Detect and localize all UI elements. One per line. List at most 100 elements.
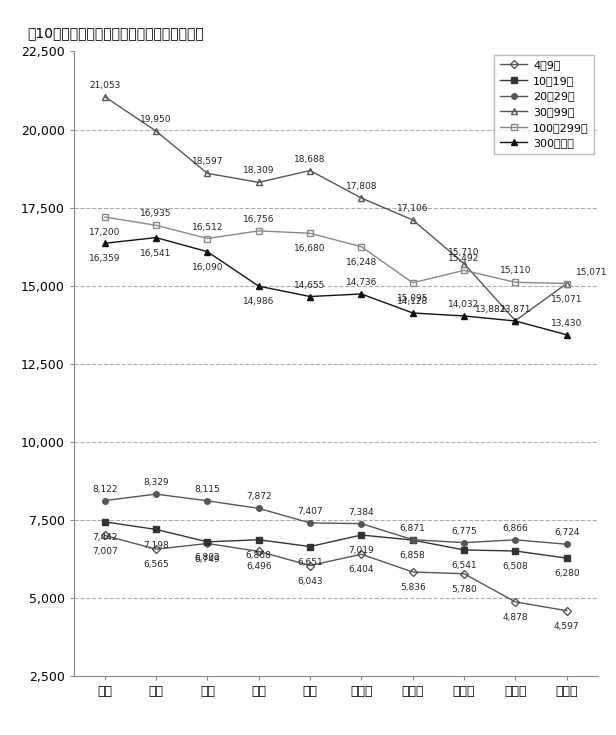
300人以上 xyxy=(204,247,211,256)
Text: 7,007: 7,007 xyxy=(92,547,118,556)
10～19人 xyxy=(306,542,314,551)
Text: 15,071: 15,071 xyxy=(576,268,607,276)
100～299人 xyxy=(255,226,262,235)
4～9人 xyxy=(563,606,570,615)
10～19人 xyxy=(563,553,570,562)
Text: 14,986: 14,986 xyxy=(243,297,274,306)
Text: 5,836: 5,836 xyxy=(400,583,426,592)
20～29人 xyxy=(563,539,570,548)
30～99人 xyxy=(563,279,570,288)
Line: 30～99人: 30～99人 xyxy=(101,93,570,324)
4～9人 xyxy=(101,531,108,539)
Text: 8,122: 8,122 xyxy=(92,484,118,494)
4～9人 xyxy=(409,567,416,576)
300人以上 xyxy=(358,290,365,298)
Text: 6,651: 6,651 xyxy=(297,558,323,567)
300人以上 xyxy=(306,292,314,301)
Text: 17,808: 17,808 xyxy=(346,182,377,191)
10～19人 xyxy=(204,537,211,546)
4～9人 xyxy=(512,598,519,606)
Text: 14,736: 14,736 xyxy=(346,278,377,287)
20～29人 xyxy=(255,504,262,513)
10～19人 xyxy=(101,517,108,526)
Text: 6,802: 6,802 xyxy=(195,553,220,562)
Text: 6,043: 6,043 xyxy=(298,577,323,586)
30～99人 xyxy=(152,126,160,135)
Text: 15,095: 15,095 xyxy=(397,294,429,303)
Text: 16,512: 16,512 xyxy=(192,223,223,232)
30～99人 xyxy=(306,166,314,175)
Text: 13,882: 13,882 xyxy=(475,305,506,314)
Text: 6,775: 6,775 xyxy=(451,527,477,536)
Text: 6,404: 6,404 xyxy=(349,565,374,574)
10～19人 xyxy=(409,536,416,545)
Text: 16,935: 16,935 xyxy=(140,209,172,218)
30～99人 xyxy=(255,178,262,187)
300人以上 xyxy=(460,312,468,320)
Text: 13,430: 13,430 xyxy=(551,319,582,328)
30～99人 xyxy=(512,316,519,325)
30～99人 xyxy=(460,259,468,268)
20～29人 xyxy=(409,535,416,544)
20～29人 xyxy=(306,518,314,527)
Text: 18,597: 18,597 xyxy=(192,157,223,166)
Text: 6,280: 6,280 xyxy=(554,569,580,578)
Text: 15,710: 15,710 xyxy=(448,248,480,257)
Text: 18,688: 18,688 xyxy=(294,154,326,164)
Text: 7,872: 7,872 xyxy=(246,492,272,501)
Text: 6,565: 6,565 xyxy=(143,560,169,570)
30～99人 xyxy=(358,193,365,202)
Text: 7,407: 7,407 xyxy=(298,507,323,516)
Line: 4～9人: 4～9人 xyxy=(102,533,570,614)
30～99人 xyxy=(101,92,108,101)
300人以上 xyxy=(101,239,108,248)
10～19人 xyxy=(152,525,160,534)
Line: 100～299人: 100～299人 xyxy=(102,214,570,287)
Text: 15,110: 15,110 xyxy=(500,266,531,276)
Text: 4,878: 4,878 xyxy=(503,613,528,622)
4～9人 xyxy=(204,539,211,548)
300人以上 xyxy=(512,317,519,326)
Text: 6,749: 6,749 xyxy=(195,555,220,564)
Line: 20～29人: 20～29人 xyxy=(102,491,570,547)
Text: 15,492: 15,492 xyxy=(448,254,480,263)
Text: 19,950: 19,950 xyxy=(140,115,172,124)
Text: 7,198: 7,198 xyxy=(143,540,169,550)
10～19人 xyxy=(460,545,468,554)
Text: 14,655: 14,655 xyxy=(294,281,326,290)
20～29人 xyxy=(152,490,160,498)
Text: 16,090: 16,090 xyxy=(192,263,223,272)
Text: 7,384: 7,384 xyxy=(349,508,374,517)
100～299人 xyxy=(101,212,108,221)
Text: 16,248: 16,248 xyxy=(346,258,377,267)
Text: 6,858: 6,858 xyxy=(400,551,426,560)
Text: 17,200: 17,200 xyxy=(89,228,120,237)
100～299人 xyxy=(306,229,314,237)
20～29人 xyxy=(204,496,211,505)
Text: 18,309: 18,309 xyxy=(243,166,275,176)
Text: 8,329: 8,329 xyxy=(144,478,169,487)
Text: 15,071: 15,071 xyxy=(551,295,583,304)
Text: 6,868: 6,868 xyxy=(246,551,272,560)
100～299人 xyxy=(563,279,570,288)
4～9人 xyxy=(306,561,314,570)
Text: 7,019: 7,019 xyxy=(349,546,375,555)
20～29人 xyxy=(460,538,468,547)
100～299人 xyxy=(460,266,468,275)
Text: 14,032: 14,032 xyxy=(448,300,480,309)
Text: 困10　従業者規模別の年次別従業者数（人）: 困10 従業者規模別の年次別従業者数（人） xyxy=(27,26,203,40)
Line: 300人以上: 300人以上 xyxy=(101,234,570,338)
100～299人 xyxy=(152,221,160,230)
Text: 6,508: 6,508 xyxy=(503,562,529,571)
20～29人 xyxy=(512,535,519,544)
Line: 10～19人: 10～19人 xyxy=(102,519,570,561)
Text: 16,541: 16,541 xyxy=(140,248,172,258)
4～9人 xyxy=(358,550,365,559)
4～9人 xyxy=(152,545,160,553)
100～299人 xyxy=(409,279,416,287)
30～99人 xyxy=(204,169,211,178)
Text: 16,359: 16,359 xyxy=(89,254,121,263)
100～299人 xyxy=(358,243,365,251)
300人以上 xyxy=(255,282,262,290)
4～9人 xyxy=(460,570,468,578)
